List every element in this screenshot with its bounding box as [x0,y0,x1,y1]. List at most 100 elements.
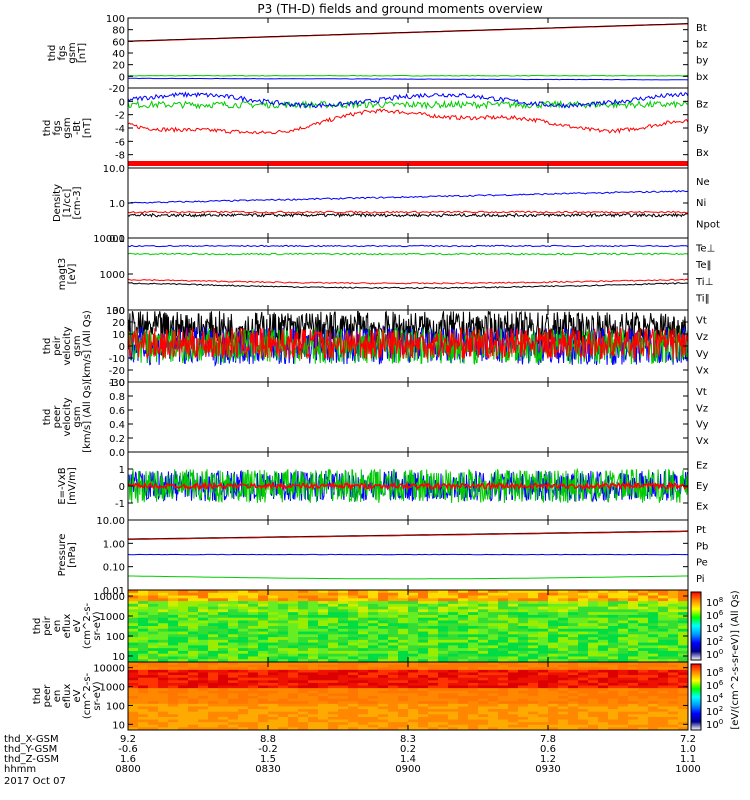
heatmap-cell [388,656,399,660]
heatmap-cell [468,659,479,662]
heatmap-cell [258,709,269,713]
heatmap-cell [318,701,329,705]
heatmap-cell [248,667,259,671]
heatmap-cell [398,623,409,627]
heatmap-cell [248,690,259,694]
heatmap-cell [218,667,229,671]
heatmap-cell [458,648,469,652]
heatmap-cell [538,672,549,676]
panel-frame [127,381,689,453]
heatmap-cell [518,675,529,679]
heatmap-cell [128,637,139,641]
heatmap-cell [608,706,619,710]
heatmap-cell [558,639,569,644]
heatmap-cell [418,601,429,605]
heatmap-cell [178,703,189,707]
heatmap-cell [418,653,429,657]
heatmap-cell [388,716,399,721]
heatmap-cell [368,642,379,646]
heatmap-cell [598,659,609,662]
heatmap-cell [618,595,629,599]
heatmap-cell [658,727,669,730]
y-axis-label-line: peer [42,684,53,708]
heatmap-cell [398,698,409,702]
heatmap-cell [178,626,189,630]
heatmap-cell [308,612,319,616]
heatmap-cell [208,716,219,721]
heatmap-cell [548,603,559,608]
heatmap-cell [588,714,599,718]
heatmap-cell [538,606,549,610]
heatmap-cell [398,693,409,697]
heatmap-cell [198,590,209,594]
heatmap-cell [348,642,359,646]
heatmap-cell [408,609,419,613]
heatmap-cell [188,693,199,697]
heatmap-cell [258,631,269,635]
heatmap-cell [298,631,309,635]
heatmap-cell [358,669,369,673]
heatmap-cell [328,595,339,599]
heatmap-cell [258,706,269,710]
heatmap-cell [338,703,349,707]
heatmap-cell [668,648,679,652]
heatmap-cell [328,628,339,633]
heatmap-cell [438,711,449,715]
heatmap-cell [128,628,139,633]
heatmap-cell [428,727,439,730]
heatmap-cell [258,592,269,597]
heatmap-cell [668,719,679,723]
x-date-label: 2017 Oct 07 [4,776,66,787]
heatmap-cell [518,688,529,692]
heatmap-cell [318,716,329,721]
heatmap-cell [228,620,239,624]
heatmap-cell [678,620,688,624]
heatmap-cell [648,650,659,655]
heatmap-cell [348,612,359,616]
heatmap-cell [138,659,149,662]
heatmap-cell [228,714,239,718]
heatmap-cell [568,617,579,621]
heatmap-cell [218,698,229,702]
heatmap-cell [128,669,139,673]
heatmap-cell [478,701,489,705]
heatmap-cell [488,727,499,730]
heatmap-cell [608,680,619,684]
heatmap-cell [668,682,679,687]
heatmap-cell [498,662,509,666]
heatmap-cell [388,706,399,710]
heatmap-cell [198,634,209,638]
heatmap-cell [238,642,249,646]
heatmap-cell [468,703,479,707]
y-tick-label: 0 [119,72,125,83]
heatmap-cell [318,672,329,676]
heatmap-cell [518,650,529,655]
heatmap-cell [238,682,249,687]
heatmap-cell [608,662,619,666]
heatmap-cell [368,639,379,644]
heatmap-cell [318,595,329,599]
heatmap-cell [548,612,559,616]
heatmap-cell [568,645,579,649]
heatmap-cell [458,609,469,613]
heatmap-cell [288,648,299,652]
heatmap-cell [218,617,229,621]
heatmap-cell [418,709,429,713]
heatmap-cell [488,669,499,673]
heatmap-cell [288,706,299,710]
y-axis-label-line: sr-eV) [92,681,103,710]
heatmap-cell [668,623,679,627]
heatmap-cell [218,603,229,608]
heatmap-cell [448,696,459,700]
heatmap-cell [368,714,379,718]
heatmap-cell [268,620,279,624]
heatmap-cell [408,590,419,594]
heatmap-cell [568,606,579,610]
heatmap-cell [158,623,169,627]
heatmap-cell [308,685,319,689]
heatmap-cell [398,614,409,619]
heatmap-cell [458,620,469,624]
heatmap-cell [358,631,369,635]
heatmap-cell [388,623,399,627]
heatmap-cell [668,606,679,610]
